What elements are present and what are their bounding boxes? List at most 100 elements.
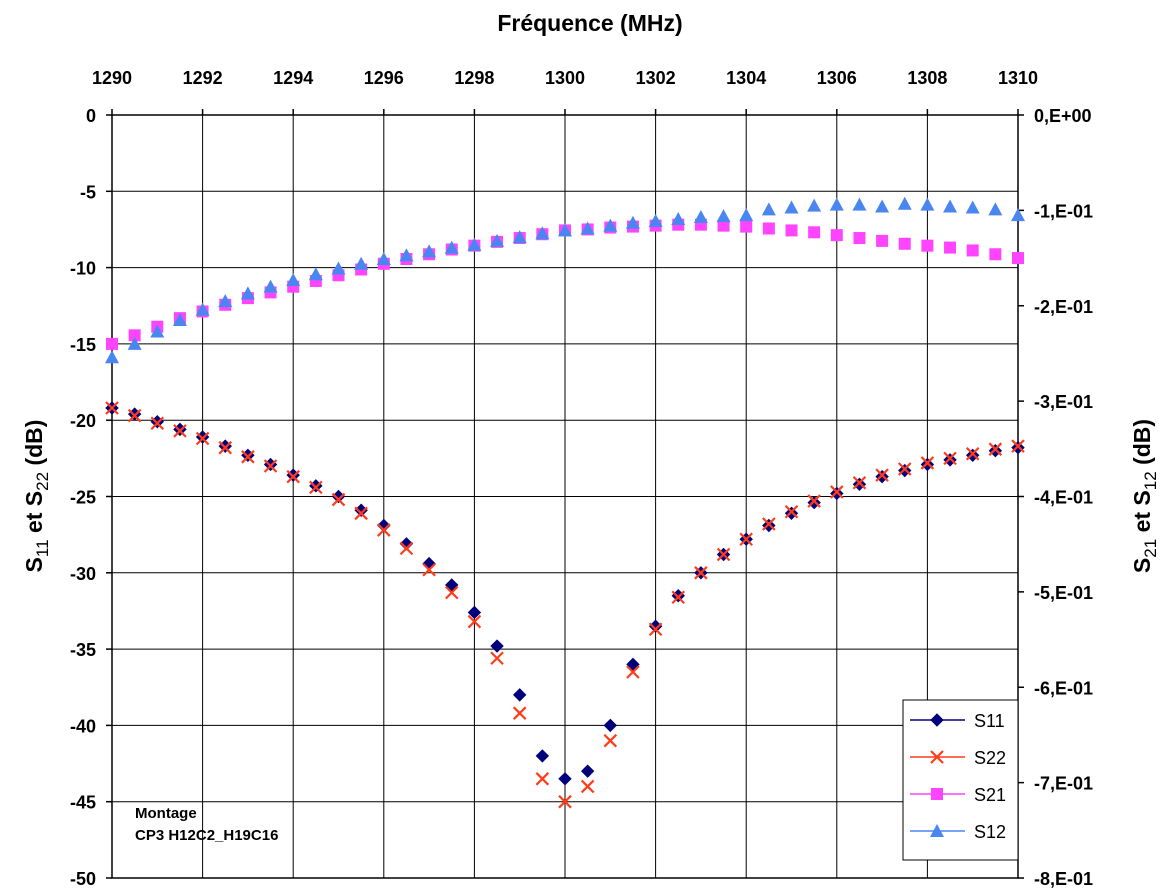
axis-label-part: et S bbox=[1129, 490, 1155, 539]
axis-label-part: et S bbox=[21, 491, 47, 540]
data-point-s12 bbox=[558, 223, 572, 237]
data-point-s11 bbox=[558, 772, 572, 786]
legend: S11 S22 S21 S12 bbox=[902, 699, 1019, 861]
y-left-tick-label: -25 bbox=[70, 488, 96, 508]
data-point-s21 bbox=[808, 226, 821, 239]
data-point-s22 bbox=[399, 541, 414, 556]
data-point-s21 bbox=[106, 337, 118, 350]
x-tick-label: 1290 bbox=[92, 68, 132, 88]
data-point-s22 bbox=[920, 456, 935, 470]
note-line: CP3 H12C2_H19C16 bbox=[135, 827, 278, 844]
x-tick-label: 1298 bbox=[454, 68, 494, 88]
data-point-s22 bbox=[784, 504, 799, 519]
data-point-s12 bbox=[354, 256, 369, 270]
data-point-s12 bbox=[693, 210, 708, 224]
data-point-s21 bbox=[762, 222, 775, 235]
data-point-s12 bbox=[603, 218, 618, 232]
legend-box bbox=[902, 699, 1019, 861]
series bbox=[105, 196, 1025, 809]
data-point-s22 bbox=[603, 733, 618, 748]
data-point-s12 bbox=[875, 199, 890, 213]
data-point-s11 bbox=[580, 764, 595, 778]
data-point-s22 bbox=[671, 590, 686, 604]
data-point-s12 bbox=[784, 200, 799, 214]
data-point-s12 bbox=[399, 248, 414, 262]
data-point-s22 bbox=[263, 459, 278, 473]
x-tick-label: 1304 bbox=[726, 68, 766, 88]
data-point-s22 bbox=[694, 566, 708, 580]
data-point-s21 bbox=[128, 329, 141, 342]
data-point-s12 bbox=[422, 244, 437, 258]
data-point-s22 bbox=[309, 480, 323, 495]
y-left-tick-label: -30 bbox=[70, 564, 96, 584]
y-axis-label-left: S11 et S22 (dB) bbox=[21, 420, 52, 573]
x-tick-label: 1308 bbox=[907, 68, 947, 88]
y-left-tick-label: 0 bbox=[86, 106, 96, 126]
data-point-s22 bbox=[716, 547, 731, 562]
data-point-s22 bbox=[422, 562, 436, 577]
y-left-tick-label: -50 bbox=[70, 869, 96, 889]
axis-label-part: S bbox=[21, 557, 47, 572]
data-point-s22 bbox=[830, 485, 844, 499]
data-point-s12 bbox=[512, 230, 527, 244]
axis-label-text: S11 et S22 (dB) bbox=[21, 420, 52, 573]
y-left-tick-label: -45 bbox=[70, 793, 96, 813]
data-point-s22 bbox=[535, 772, 550, 786]
data-point-s12 bbox=[943, 199, 958, 213]
data-point-s22 bbox=[195, 431, 210, 446]
data-point-s21 bbox=[966, 244, 979, 257]
legend-marker bbox=[931, 788, 943, 800]
data-point-s12 bbox=[150, 324, 165, 338]
data-point-s12 bbox=[535, 226, 550, 240]
data-point-s11 bbox=[467, 605, 482, 620]
data-point-s12 bbox=[467, 237, 482, 251]
data-point-s12 bbox=[988, 202, 1003, 216]
data-point-s22 bbox=[218, 440, 233, 455]
data-point-s22 bbox=[512, 706, 527, 720]
data-point-s12 bbox=[1011, 208, 1025, 222]
axis-label-subscript: 22 bbox=[33, 472, 52, 491]
data-point-s22 bbox=[1011, 439, 1025, 453]
data-point-s22 bbox=[852, 475, 867, 490]
data-point-s12 bbox=[897, 196, 912, 210]
data-point-s12 bbox=[716, 209, 731, 223]
x-tick-label: 1302 bbox=[636, 68, 676, 88]
data-point-s21 bbox=[876, 234, 889, 247]
data-point-s12 bbox=[127, 336, 142, 350]
x-tick-label: 1310 bbox=[998, 68, 1038, 88]
data-point-s21 bbox=[853, 232, 866, 245]
x-tick-label: 1296 bbox=[364, 68, 404, 88]
legend-label: S21 bbox=[974, 785, 1006, 805]
y-right-tick-label: 0,E+00 bbox=[1034, 106, 1092, 126]
data-point-s22 bbox=[648, 622, 663, 637]
data-point-s22 bbox=[897, 462, 912, 476]
data-point-s21 bbox=[785, 224, 798, 237]
data-point-s12 bbox=[807, 198, 822, 212]
data-point-s12 bbox=[920, 197, 935, 211]
data-point-s11 bbox=[603, 718, 618, 733]
data-point-s21 bbox=[1012, 252, 1024, 265]
data-point-s12 bbox=[263, 279, 278, 293]
data-point-s12 bbox=[580, 221, 595, 235]
x-tick-label: 1300 bbox=[545, 68, 585, 88]
data-point-s12 bbox=[218, 293, 233, 307]
data-point-s12 bbox=[195, 302, 210, 316]
data-point-s22 bbox=[558, 794, 572, 809]
y-left-tick-label: -10 bbox=[70, 259, 96, 279]
data-point-s21 bbox=[921, 239, 934, 252]
data-point-s12 bbox=[172, 313, 187, 327]
axis-ticks: 1290 1292 1294 1296 1298 1300 1302 1304 1306 1308… bbox=[70, 68, 1093, 889]
data-point-s22 bbox=[377, 523, 391, 537]
axis-label-text: S21 et S12 (dB) bbox=[1129, 419, 1160, 573]
x-tick-label: 1294 bbox=[273, 68, 313, 88]
y-right-tick-label: -4,E-01 bbox=[1034, 488, 1093, 508]
data-point-s12 bbox=[490, 233, 505, 247]
data-point-s22 bbox=[444, 585, 459, 600]
data-point-s22 bbox=[988, 442, 1003, 456]
legend-marker bbox=[930, 713, 944, 727]
data-point-s12 bbox=[625, 215, 640, 229]
data-point-s22 bbox=[241, 450, 255, 464]
y-axis-label-right: S21 et S12 (dB) bbox=[1129, 419, 1160, 573]
